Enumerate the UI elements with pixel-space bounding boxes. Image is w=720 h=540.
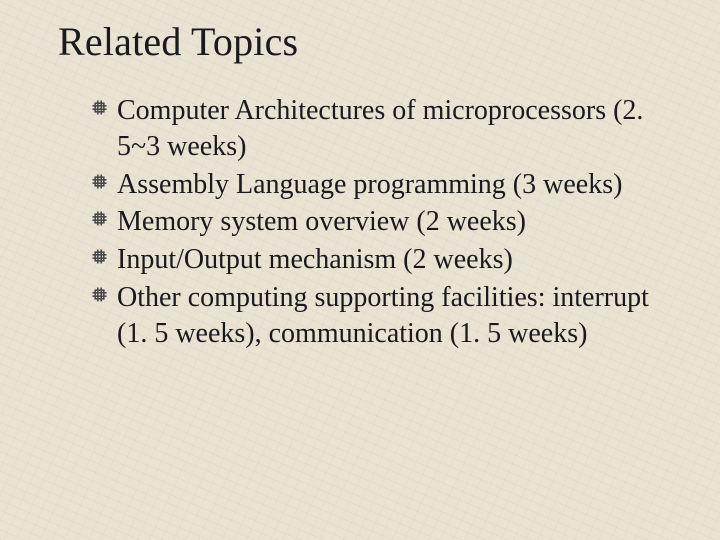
hash-bullet-icon xyxy=(92,100,107,115)
page-title: Related Topics xyxy=(58,18,680,65)
list-item-label: Assembly Language programming (3 weeks) xyxy=(117,167,680,203)
hash-bullet-icon xyxy=(92,174,107,189)
topic-list: Computer Architectures of microprocessor… xyxy=(58,93,680,352)
list-item-label: Memory system overview (2 weeks) xyxy=(117,204,680,240)
list-item: Memory system overview (2 weeks) xyxy=(92,204,680,240)
hash-bullet-icon xyxy=(92,287,107,302)
list-item-label: Computer Architectures of microprocessor… xyxy=(117,93,680,165)
hash-bullet-icon xyxy=(92,211,107,226)
list-item: Assembly Language programming (3 weeks) xyxy=(92,167,680,203)
list-item-label: Other computing supporting facilities: i… xyxy=(117,280,680,352)
list-item: Other computing supporting facilities: i… xyxy=(92,280,680,352)
list-item-label: Input/Output mechanism (2 weeks) xyxy=(117,242,680,278)
list-item: Computer Architectures of microprocessor… xyxy=(92,93,680,165)
hash-bullet-icon xyxy=(92,249,107,264)
list-item: Input/Output mechanism (2 weeks) xyxy=(92,242,680,278)
